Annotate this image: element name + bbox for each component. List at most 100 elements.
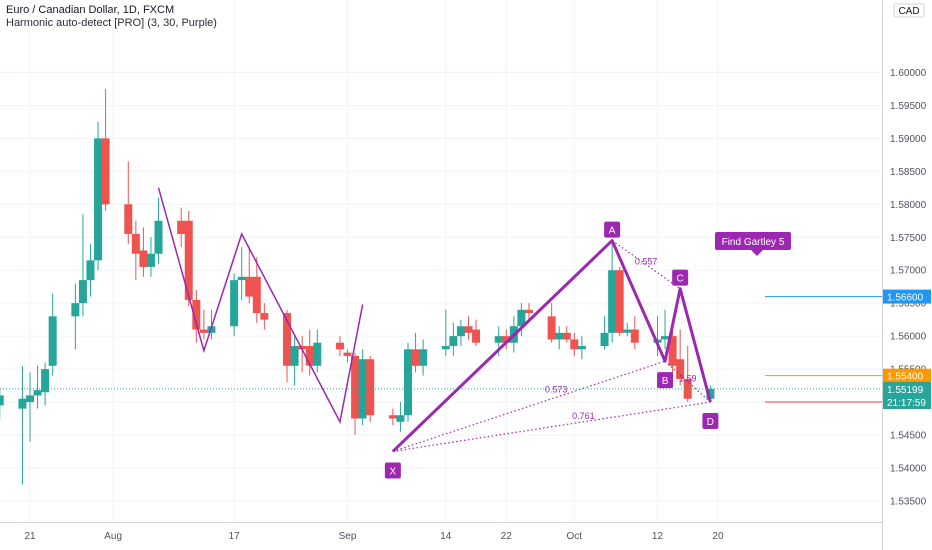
candle-body xyxy=(131,233,140,254)
x-tick-label: 21 xyxy=(24,531,36,542)
ratio-label: 0.573 xyxy=(545,384,568,394)
candle-body xyxy=(358,359,367,419)
pattern-point-marker xyxy=(702,413,719,430)
symbol-title: Euro / Canadian Dollar, 1D, FXCM xyxy=(6,4,175,16)
candle-body xyxy=(290,346,299,366)
pattern-point-label: A xyxy=(609,226,616,237)
candle-body xyxy=(335,342,344,350)
pattern-point-marker xyxy=(604,221,621,238)
candle-body xyxy=(419,349,428,366)
price-level-badge xyxy=(883,368,931,383)
y-tick-label: 1.57000 xyxy=(890,266,927,277)
candle-body xyxy=(562,332,571,340)
pattern-point-label: D xyxy=(707,417,714,428)
candle-body xyxy=(615,270,624,333)
candle-body xyxy=(661,336,670,340)
candle-body xyxy=(456,326,465,337)
price-level-badge xyxy=(883,289,931,304)
candle-body xyxy=(351,355,360,419)
candle-body xyxy=(18,398,27,409)
y-tick-label: 1.59000 xyxy=(890,134,927,145)
candle-body xyxy=(570,339,579,350)
candle-body xyxy=(101,138,110,205)
candle-body xyxy=(547,316,556,340)
candle-body xyxy=(494,336,503,343)
x-tick-label: 17 xyxy=(229,531,241,542)
price-level-label: 1.56600 xyxy=(887,293,924,304)
candle-body xyxy=(0,395,4,406)
x-tick-label: 20 xyxy=(712,531,724,542)
ratio-connector xyxy=(611,240,681,290)
y-tick-label: 1.60000 xyxy=(890,68,927,79)
pattern-point-label: C xyxy=(677,274,684,285)
candle-body xyxy=(366,359,375,416)
y-tick-label: 1.58000 xyxy=(890,200,927,211)
candle-body xyxy=(78,280,87,304)
candle-body xyxy=(283,313,292,366)
candle-body xyxy=(230,280,239,327)
indicator-title: Harmonic auto-detect [PRO] (3, 30, Purpl… xyxy=(6,17,217,29)
candle-body xyxy=(237,276,246,281)
candle-body xyxy=(86,260,95,281)
pattern-name-badge xyxy=(715,232,791,250)
candle-body xyxy=(146,253,155,267)
candle-body xyxy=(555,332,564,340)
pattern-point-marker xyxy=(384,462,401,479)
candle-body xyxy=(676,359,685,379)
candle-body xyxy=(94,138,103,261)
x-tick-label: 12 xyxy=(652,531,664,542)
pattern-name-pointer xyxy=(751,250,763,256)
candle-body xyxy=(124,204,133,234)
candle-body xyxy=(245,276,254,297)
candle-body xyxy=(388,415,397,419)
pattern-name-label: Find Gartley 5 xyxy=(722,237,785,248)
ratio-label: 1.59 xyxy=(679,374,697,384)
candle-body xyxy=(441,346,450,350)
x-tick-label: Sep xyxy=(339,531,357,542)
candle-body xyxy=(26,395,34,403)
candle-body xyxy=(343,352,352,356)
x-tick-label: 22 xyxy=(501,531,513,542)
candle-body xyxy=(517,309,526,327)
candle-body xyxy=(298,346,307,350)
candle-body xyxy=(33,390,42,396)
candle-body xyxy=(472,329,481,343)
y-tick-label: 1.56000 xyxy=(890,332,927,343)
x-tick-label: Aug xyxy=(104,531,122,542)
zigzag-line xyxy=(157,187,364,425)
candle-body xyxy=(199,329,208,333)
countdown-label: 21:17:59 xyxy=(887,398,926,409)
candle-body xyxy=(623,329,632,333)
candle-body xyxy=(524,309,533,314)
currency-badge-label: CAD xyxy=(898,6,919,17)
y-tick-label: 1.54000 xyxy=(890,463,927,474)
candle-body xyxy=(139,250,148,267)
candle-body xyxy=(600,332,609,347)
candle-body xyxy=(252,276,261,314)
candle-body xyxy=(411,349,420,366)
ratio-label: 0.557 xyxy=(635,257,658,267)
y-tick-label: 1.56500 xyxy=(890,299,927,310)
candle-body xyxy=(577,346,586,350)
candle-body xyxy=(668,336,677,366)
pattern-point-marker xyxy=(672,269,689,286)
y-tick-label: 1.57500 xyxy=(890,233,927,244)
y-tick-label: 1.58500 xyxy=(890,167,927,178)
candle-body xyxy=(154,220,163,254)
candle-body xyxy=(177,220,186,234)
candle-body xyxy=(48,316,57,366)
candle-body xyxy=(449,336,458,347)
x-tick-label: Oct xyxy=(567,531,583,542)
currency-badge xyxy=(893,3,925,18)
candle-body xyxy=(192,299,201,330)
candle-body xyxy=(41,369,50,393)
candle-body xyxy=(184,220,193,300)
candle-body xyxy=(71,303,80,317)
candle-body xyxy=(305,346,314,366)
y-tick-label: 1.59500 xyxy=(890,101,927,112)
pattern-point-label: X xyxy=(390,466,397,477)
pattern-line xyxy=(391,239,712,453)
ratio-connector xyxy=(392,360,666,453)
pattern-point-marker xyxy=(657,372,674,389)
